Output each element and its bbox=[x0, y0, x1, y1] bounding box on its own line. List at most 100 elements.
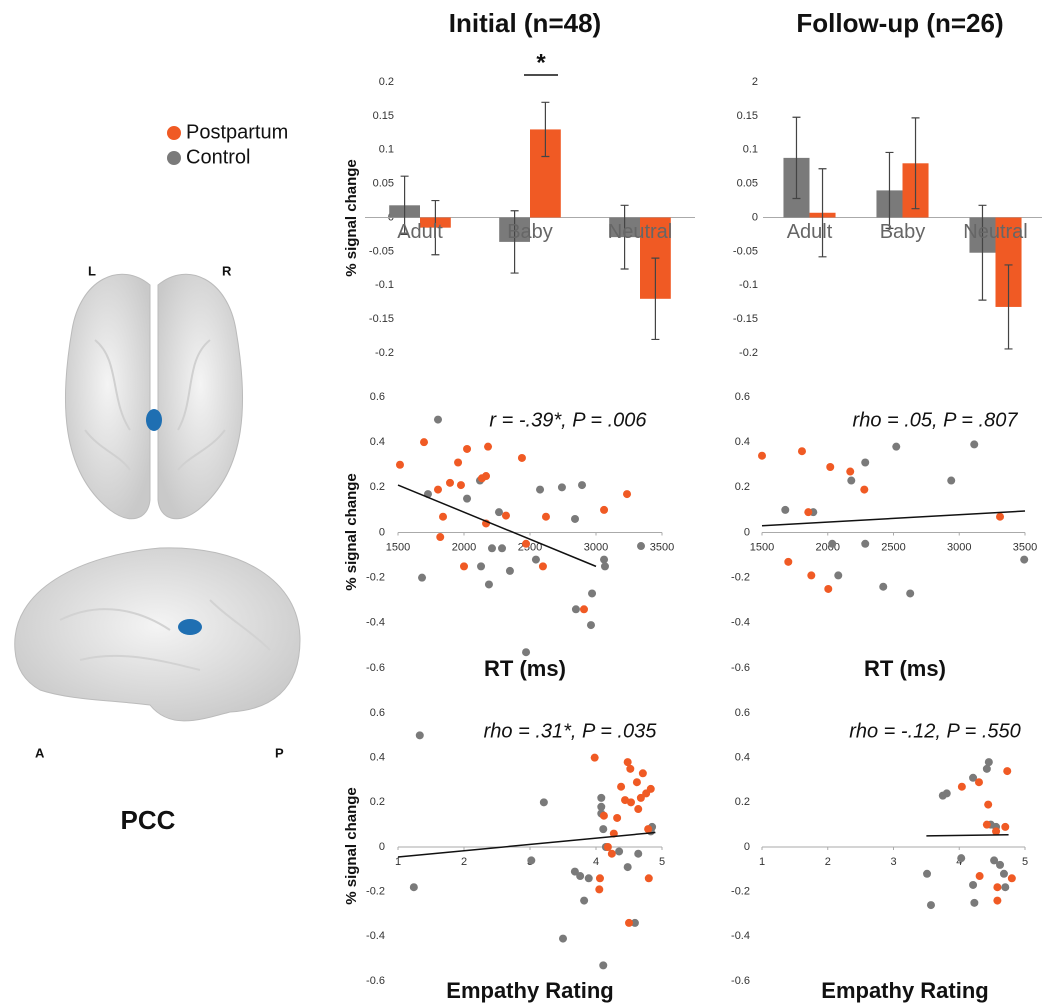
point bbox=[906, 589, 915, 598]
point bbox=[420, 438, 429, 447]
y-tick-label: -0.05 bbox=[369, 245, 394, 257]
error-bar bbox=[818, 168, 827, 258]
point bbox=[477, 562, 486, 571]
x-tick-label: 2 bbox=[825, 856, 831, 868]
y-tick-label: 0.05 bbox=[373, 178, 394, 190]
category-label: Baby bbox=[880, 221, 926, 243]
annotation: r = -.39*, P = .006 bbox=[489, 409, 647, 431]
y-tick-label: 2 bbox=[752, 76, 758, 88]
x-axis-label: RT (ms) bbox=[484, 656, 566, 681]
point bbox=[522, 648, 531, 657]
y-tick-label: 0.1 bbox=[743, 144, 758, 156]
y-tick-label: -0.2 bbox=[731, 886, 750, 898]
point bbox=[588, 589, 597, 598]
point bbox=[982, 820, 991, 829]
point bbox=[990, 856, 999, 865]
point bbox=[996, 860, 1005, 869]
point bbox=[834, 571, 843, 580]
trend-line bbox=[926, 833, 1009, 837]
point bbox=[484, 580, 493, 589]
point bbox=[436, 533, 445, 542]
x-tick-label: 1 bbox=[759, 856, 765, 868]
point bbox=[644, 825, 653, 834]
trend-line bbox=[397, 831, 656, 858]
point bbox=[570, 867, 579, 876]
y-tick-label: -0.4 bbox=[731, 930, 750, 942]
point bbox=[517, 453, 526, 462]
x-tick-label: 1500 bbox=[750, 541, 774, 553]
point bbox=[559, 934, 567, 943]
error-bar bbox=[911, 117, 920, 210]
point bbox=[597, 793, 606, 802]
annotation: * bbox=[536, 49, 546, 76]
point bbox=[984, 758, 993, 767]
point bbox=[993, 883, 1002, 892]
y-tick-label: -0.6 bbox=[731, 662, 750, 674]
point bbox=[1001, 822, 1010, 831]
point bbox=[996, 512, 1005, 521]
x-tick-label: 1 bbox=[395, 856, 401, 868]
point bbox=[615, 847, 624, 856]
y-tick-label: -0.2 bbox=[731, 572, 750, 584]
point bbox=[623, 758, 632, 767]
point bbox=[617, 782, 626, 791]
y-tick-label: 0 bbox=[752, 211, 758, 223]
point bbox=[600, 505, 609, 514]
point bbox=[487, 544, 496, 553]
point bbox=[637, 542, 646, 551]
point bbox=[646, 784, 655, 793]
point bbox=[454, 458, 463, 467]
y-tick-label: -0.1 bbox=[375, 279, 394, 291]
x-tick-label: 3000 bbox=[947, 541, 971, 553]
point bbox=[923, 869, 932, 878]
y-tick-label: 0.2 bbox=[735, 481, 750, 493]
error-bar bbox=[792, 116, 801, 200]
point bbox=[999, 869, 1008, 878]
point bbox=[861, 458, 870, 467]
x-tick-label: 2500 bbox=[881, 541, 905, 553]
trend-line bbox=[761, 510, 1026, 527]
point bbox=[781, 505, 790, 514]
y-tick-label: 0 bbox=[744, 526, 750, 538]
y-tick-label: -0.4 bbox=[366, 930, 385, 942]
y-axis-label: % signal change bbox=[343, 159, 360, 277]
point bbox=[418, 573, 427, 582]
point bbox=[828, 539, 837, 548]
brain-label: R bbox=[222, 263, 232, 278]
point bbox=[957, 782, 966, 791]
brain-label: L bbox=[88, 263, 96, 278]
point bbox=[531, 555, 540, 564]
point bbox=[597, 802, 606, 811]
point bbox=[599, 811, 608, 820]
y-tick-label: 0.4 bbox=[370, 436, 385, 448]
error-bar bbox=[541, 101, 550, 158]
y-tick-label: 0 bbox=[379, 841, 385, 853]
point bbox=[623, 490, 632, 499]
point bbox=[439, 512, 448, 521]
x-tick-label: 3000 bbox=[584, 541, 608, 553]
point bbox=[879, 582, 888, 591]
point bbox=[482, 472, 491, 481]
annotation: rho = -.12, P = .550 bbox=[849, 720, 1021, 742]
x-axis-label: Empathy Rating bbox=[446, 978, 613, 1003]
x-tick-label: 5 bbox=[659, 856, 665, 868]
y-tick-label: -0.2 bbox=[739, 347, 758, 359]
category-label: Adult bbox=[787, 221, 833, 243]
point bbox=[433, 415, 442, 424]
point bbox=[638, 769, 647, 778]
point bbox=[992, 827, 1001, 836]
point bbox=[846, 467, 855, 476]
y-tick-label: -0.4 bbox=[731, 617, 750, 629]
point bbox=[456, 481, 465, 490]
point bbox=[797, 447, 806, 456]
point bbox=[501, 511, 510, 520]
point bbox=[804, 508, 813, 517]
error-bar bbox=[885, 151, 894, 229]
error-bar bbox=[620, 204, 629, 270]
point bbox=[571, 605, 580, 614]
point bbox=[607, 849, 616, 858]
x-tick-label: 1500 bbox=[386, 541, 410, 553]
y-tick-label: 0.1 bbox=[379, 144, 394, 156]
legend-swatch bbox=[167, 151, 181, 165]
y-tick-label: 0.15 bbox=[373, 110, 394, 122]
